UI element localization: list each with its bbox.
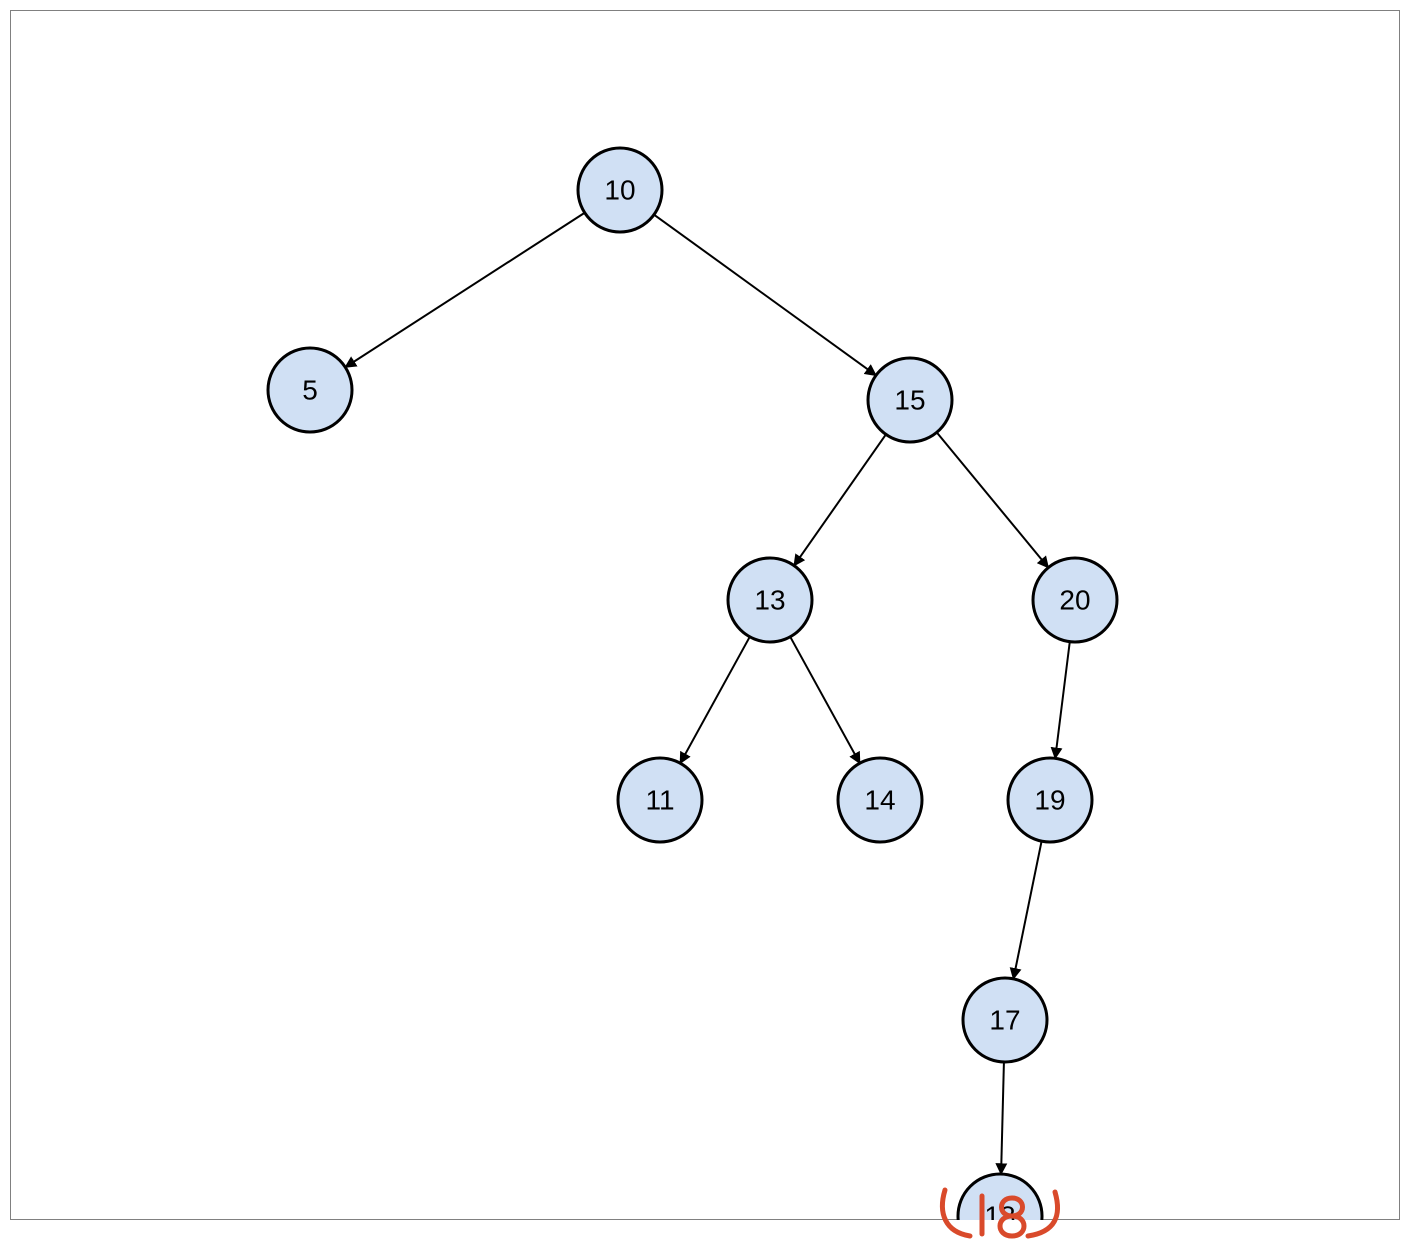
- node-label: 19: [1034, 785, 1065, 816]
- node-19: 19: [1008, 758, 1092, 842]
- node-10: 10: [578, 148, 662, 232]
- nodes-layer: 1051513201114191718: [268, 148, 1117, 1240]
- node-label: 17: [989, 1005, 1020, 1036]
- node-20: 20: [1033, 558, 1117, 642]
- node-label: 5: [302, 375, 318, 406]
- edge-n17-n18: [1001, 1062, 1004, 1174]
- node-label: 10: [604, 175, 635, 206]
- node-label: 13: [754, 585, 785, 616]
- edge-n19-n17: [1013, 841, 1041, 979]
- edges-layer: [345, 213, 1069, 1174]
- node-label: 11: [645, 785, 674, 816]
- node-15: 15: [868, 358, 952, 442]
- edge-n10-n15: [654, 215, 876, 376]
- node-17: 17: [963, 978, 1047, 1062]
- node-11: 11: [618, 758, 702, 842]
- edge-n10-n5: [345, 213, 584, 367]
- node-14: 14: [838, 758, 922, 842]
- node-5: 5: [268, 348, 352, 432]
- node-13: 13: [728, 558, 812, 642]
- node-label: 14: [864, 785, 895, 816]
- edge-n13-n14: [790, 637, 860, 763]
- edge-n20-n19: [1055, 642, 1070, 759]
- edge-n15-n13: [794, 434, 886, 565]
- tree-diagram: 1051513201114191718: [0, 0, 1410, 1240]
- node-label: 15: [894, 385, 925, 416]
- edge-n13-n11: [680, 637, 750, 763]
- node-label: 20: [1059, 585, 1090, 616]
- edge-n15-n20: [937, 432, 1049, 567]
